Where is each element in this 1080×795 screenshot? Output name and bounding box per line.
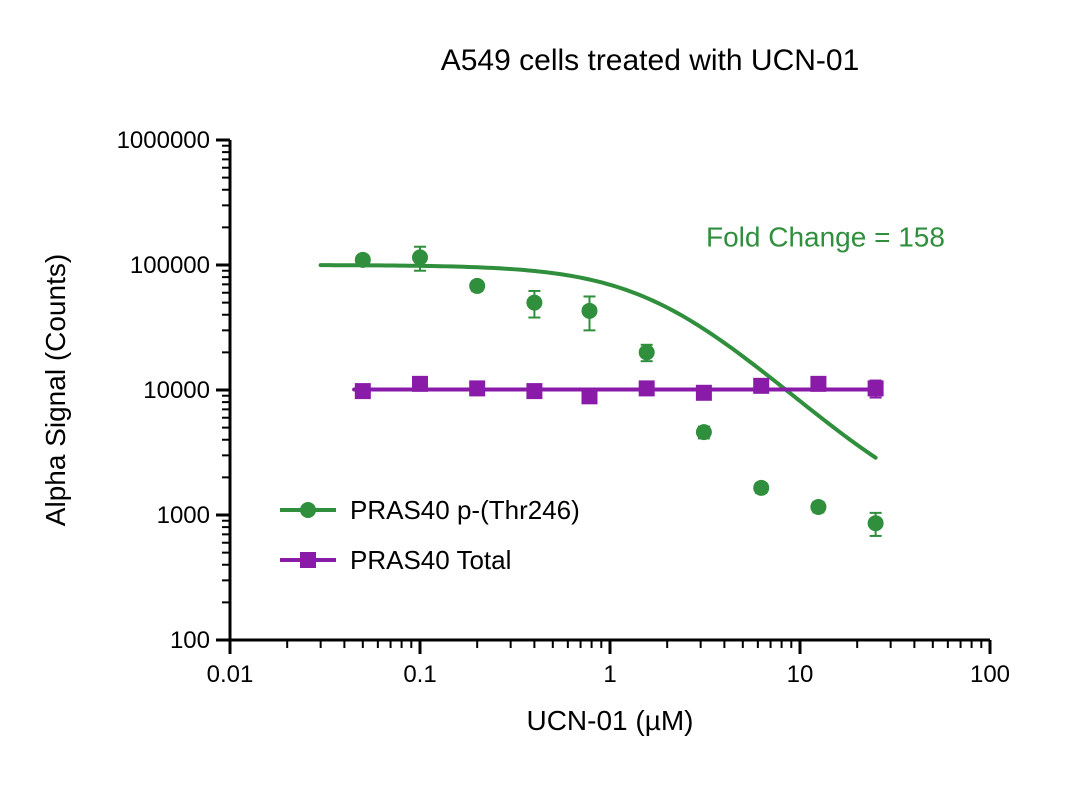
data-point xyxy=(469,278,485,294)
data-point xyxy=(412,376,428,392)
data-point xyxy=(639,380,655,396)
data-point xyxy=(753,378,769,394)
x-axis-title: UCN-01 (µM) xyxy=(526,705,693,736)
y-tick-label: 1000000 xyxy=(117,127,210,154)
x-tick-label: 0.1 xyxy=(403,661,436,688)
chart-title: A549 cells treated with UCN-01 xyxy=(441,44,860,77)
legend-label: PRAS40 Total xyxy=(350,545,511,575)
y-axis-title: Alpha Signal (Counts) xyxy=(40,254,71,526)
data-point xyxy=(639,344,655,360)
fold-change-annotation: Fold Change = 158 xyxy=(706,222,945,253)
data-point xyxy=(868,515,884,531)
legend-label: PRAS40 p-(Thr246) xyxy=(350,495,580,525)
data-point xyxy=(753,480,769,496)
data-point xyxy=(412,249,428,265)
y-tick-label: 100000 xyxy=(130,252,210,279)
data-point xyxy=(355,252,371,268)
data-point xyxy=(526,383,542,399)
data-point xyxy=(810,376,826,392)
x-tick-label: 100 xyxy=(970,661,1010,688)
data-point xyxy=(868,380,884,396)
data-point xyxy=(581,303,597,319)
x-tick-label: 0.01 xyxy=(207,661,254,688)
data-point xyxy=(581,388,597,404)
data-point xyxy=(696,424,712,440)
legend-swatch-marker xyxy=(300,502,316,518)
data-point xyxy=(469,380,485,396)
data-point xyxy=(526,295,542,311)
data-point xyxy=(355,383,371,399)
legend-swatch-marker xyxy=(300,552,316,568)
x-tick-label: 10 xyxy=(787,661,814,688)
y-tick-label: 10000 xyxy=(143,377,210,404)
data-point xyxy=(696,385,712,401)
data-point xyxy=(810,499,826,515)
y-tick-label: 1000 xyxy=(157,502,210,529)
x-tick-label: 1 xyxy=(603,661,616,688)
dose-response-chart: A549 cells treated with UCN-011001000100… xyxy=(0,0,1080,795)
y-tick-label: 100 xyxy=(170,627,210,654)
